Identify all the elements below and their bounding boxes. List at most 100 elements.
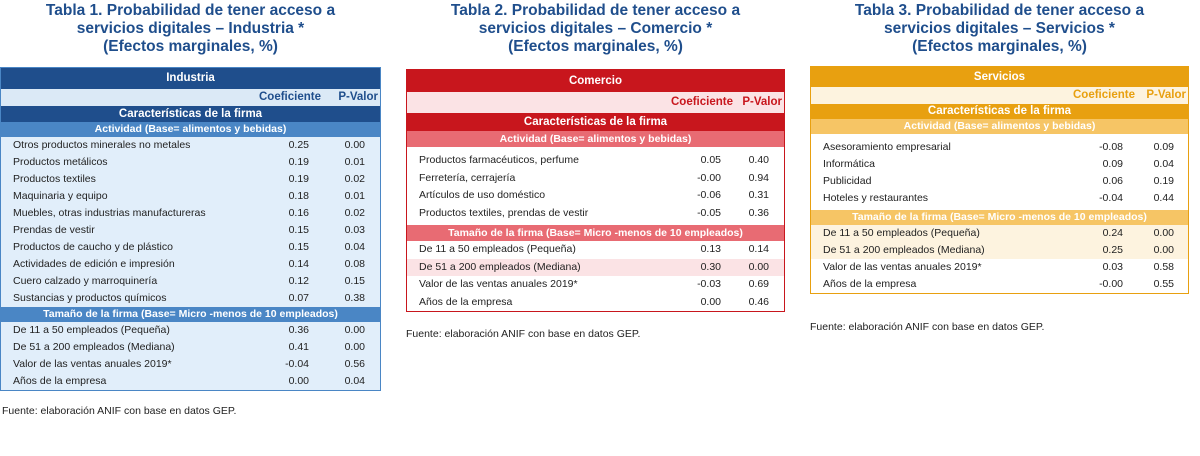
row-p-valor: 0.44 — [1153, 192, 1174, 204]
row-coeficiente: -0.00 — [697, 171, 721, 184]
row-label: Otros productos minerales no metales — [13, 139, 191, 151]
table-row: De 51 a 200 empleados (Mediana) 0.30 0.00 — [407, 258, 784, 276]
row-label: De 51 a 200 empleados (Mediana) — [13, 341, 175, 353]
column-p-valor: P-Valor — [1146, 88, 1186, 101]
row-p-valor: 0.00 — [344, 341, 365, 353]
size-subheader: Tamaño de la firma (Base= Micro -menos d… — [407, 225, 784, 241]
title-line: Tabla 3. Probabilidad de tener acceso a — [854, 2, 1145, 19]
row-coeficiente: -0.06 — [697, 189, 721, 201]
row-label: Sustancias y productos químicos — [13, 292, 167, 304]
row-coeficiente: -0.03 — [697, 278, 721, 290]
row-p-valor: 0.15 — [344, 275, 365, 287]
row-label: Asesoramiento empresarial — [823, 141, 951, 153]
row-coeficiente: 0.41 — [288, 341, 309, 353]
row-p-valor: 0.19 — [1153, 175, 1174, 187]
source-note: Fuente: elaboración ANIF con base en dat… — [406, 328, 641, 340]
table-row: Otros productos minerales no metales 0.25… — [1, 137, 380, 154]
row-coeficiente: 0.30 — [700, 260, 721, 273]
table-row: Maquinaria y equipo 0.18 0.01 — [1, 188, 380, 205]
row-p-valor: 0.04 — [344, 241, 365, 253]
row-p-valor: 0.03 — [344, 224, 365, 236]
column-header-row: Coeficiente P-Valor — [407, 92, 784, 113]
table-row: Valor de las ventas anuales 2019* 0.03 0.5… — [811, 259, 1188, 276]
column-header-row: Coeficiente P-Valor — [811, 87, 1188, 104]
table-row: Muebles, otras industrias manufactureras… — [1, 205, 380, 222]
row-label: Artículos de uso doméstico — [419, 189, 546, 201]
activity-subheader: Actividad (Base= alimentos y bebidas) — [1, 122, 380, 137]
source-note: Fuente: elaboración ANIF con base en dat… — [810, 321, 1045, 333]
column-coeficiente: Coeficiente — [671, 95, 733, 108]
row-coeficiente: 0.14 — [288, 258, 309, 270]
table-row: Productos textiles, prendas de vestir -0.… — [407, 204, 784, 222]
row-p-valor: 0.55 — [1153, 278, 1174, 290]
row-p-valor: 0.00 — [344, 324, 365, 336]
row-coeficiente: 0.25 — [1102, 244, 1123, 256]
row-coeficiente: 0.16 — [288, 207, 309, 219]
source-note: Fuente: elaboración ANIF con base en dat… — [2, 405, 237, 417]
row-p-valor: 0.00 — [1153, 244, 1174, 256]
row-label: Años de la empresa — [13, 375, 107, 387]
title-line: (Efectos marginales, %) — [508, 38, 683, 55]
row-p-valor: 0.04 — [344, 375, 365, 387]
table-row: De 11 a 50 empleados (Pequeña) 0.13 0.14 — [407, 241, 784, 259]
row-label: Años de la empresa — [823, 278, 917, 290]
row-coeficiente: -0.00 — [1099, 278, 1123, 290]
table-row: Cuero calzado y marroquinería 0.12 0.15 — [1, 273, 380, 290]
row-coeficiente: 0.18 — [288, 190, 309, 202]
row-label: De 11 a 50 empleados (Pequeña) — [823, 227, 980, 239]
row-label: Prendas de vestir — [13, 224, 95, 236]
row-coeficiente: -0.05 — [697, 206, 721, 219]
row-p-valor: 0.01 — [344, 190, 365, 202]
row-p-valor: 0.00 — [748, 260, 769, 273]
data-table: Industria Coeficiente P-Valor Característic… — [0, 67, 381, 391]
row-label: Productos textiles, prendas de vestir — [419, 206, 589, 219]
table-row: De 11 a 50 empleados (Pequeña) 0.24 0.00 — [811, 225, 1188, 242]
table-row: Años de la empresa -0.00 0.55 — [811, 276, 1188, 293]
table-row: Productos textiles 0.19 0.02 — [1, 171, 380, 188]
row-coeficiente: 0.24 — [1102, 227, 1123, 239]
section-header: Características de la firma — [811, 104, 1188, 119]
row-label: Informática — [823, 158, 875, 170]
row-label: Años de la empresa — [419, 295, 513, 308]
table-row: De 11 a 50 empleados (Pequeña) 0.36 0.00 — [1, 322, 380, 339]
title-line: servicios digitales – Servicios * — [884, 20, 1115, 37]
row-coeficiente: 0.19 — [288, 156, 309, 168]
activity-subheader: Actividad (Base= alimentos y bebidas) — [407, 131, 784, 147]
row-label: De 51 a 200 empleados (Mediana) — [823, 244, 985, 256]
row-coeficiente: -0.04 — [285, 358, 309, 370]
table-row: Informática 0.09 0.04 — [811, 156, 1188, 173]
data-table: Servicios Coeficiente P-Valor Característic… — [810, 66, 1189, 294]
row-label: Cuero calzado y marroquinería — [13, 275, 158, 287]
row-coeficiente: 0.36 — [288, 324, 309, 336]
row-p-valor: 0.02 — [344, 173, 365, 185]
table-row: Asesoramiento empresarial -0.08 0.09 — [811, 139, 1188, 156]
row-p-valor: 0.94 — [748, 171, 769, 184]
row-p-valor: 0.02 — [344, 207, 365, 219]
section-header: Características de la firma — [407, 113, 784, 131]
row-label: Productos farmacéuticos, perfume — [419, 154, 579, 166]
table-row: Productos farmacéuticos, perfume 0.05 0.40 — [407, 152, 784, 170]
row-coeficiente: -0.04 — [1099, 192, 1123, 204]
row-label: Productos de caucho y de plástico — [13, 241, 173, 253]
table-row: Valor de las ventas anuales 2019* -0.04 0.… — [1, 356, 380, 373]
row-label: Valor de las ventas anuales 2019* — [419, 278, 578, 290]
row-p-valor: 0.36 — [748, 206, 769, 219]
table-row: De 51 a 200 empleados (Mediana) 0.25 0.00 — [811, 242, 1188, 259]
activity-subheader: Actividad (Base= alimentos y bebidas) — [811, 119, 1188, 134]
table-row: Ferretería, cerrajería -0.00 0.94 — [407, 169, 784, 187]
row-coeficiente: 0.07 — [288, 292, 309, 304]
row-coeficiente: 0.03 — [1102, 261, 1123, 273]
row-p-valor: 0.01 — [344, 156, 365, 168]
row-p-valor: 0.14 — [748, 243, 769, 255]
row-coeficiente: 0.05 — [700, 154, 721, 166]
table-header-bar: Comercio — [407, 70, 784, 92]
table-row: De 51 a 200 empleados (Mediana) 0.41 0.00 — [1, 339, 380, 356]
row-p-valor: 0.00 — [344, 139, 365, 151]
size-subheader: Tamaño de la firma (Base= Micro -menos d… — [1, 307, 380, 322]
row-label: Ferretería, cerrajería — [419, 171, 516, 184]
title-line: servicios digitales – Industria * — [76, 20, 305, 37]
row-label: Maquinaria y equipo — [13, 190, 108, 202]
section-header: Características de la firma — [1, 106, 380, 122]
